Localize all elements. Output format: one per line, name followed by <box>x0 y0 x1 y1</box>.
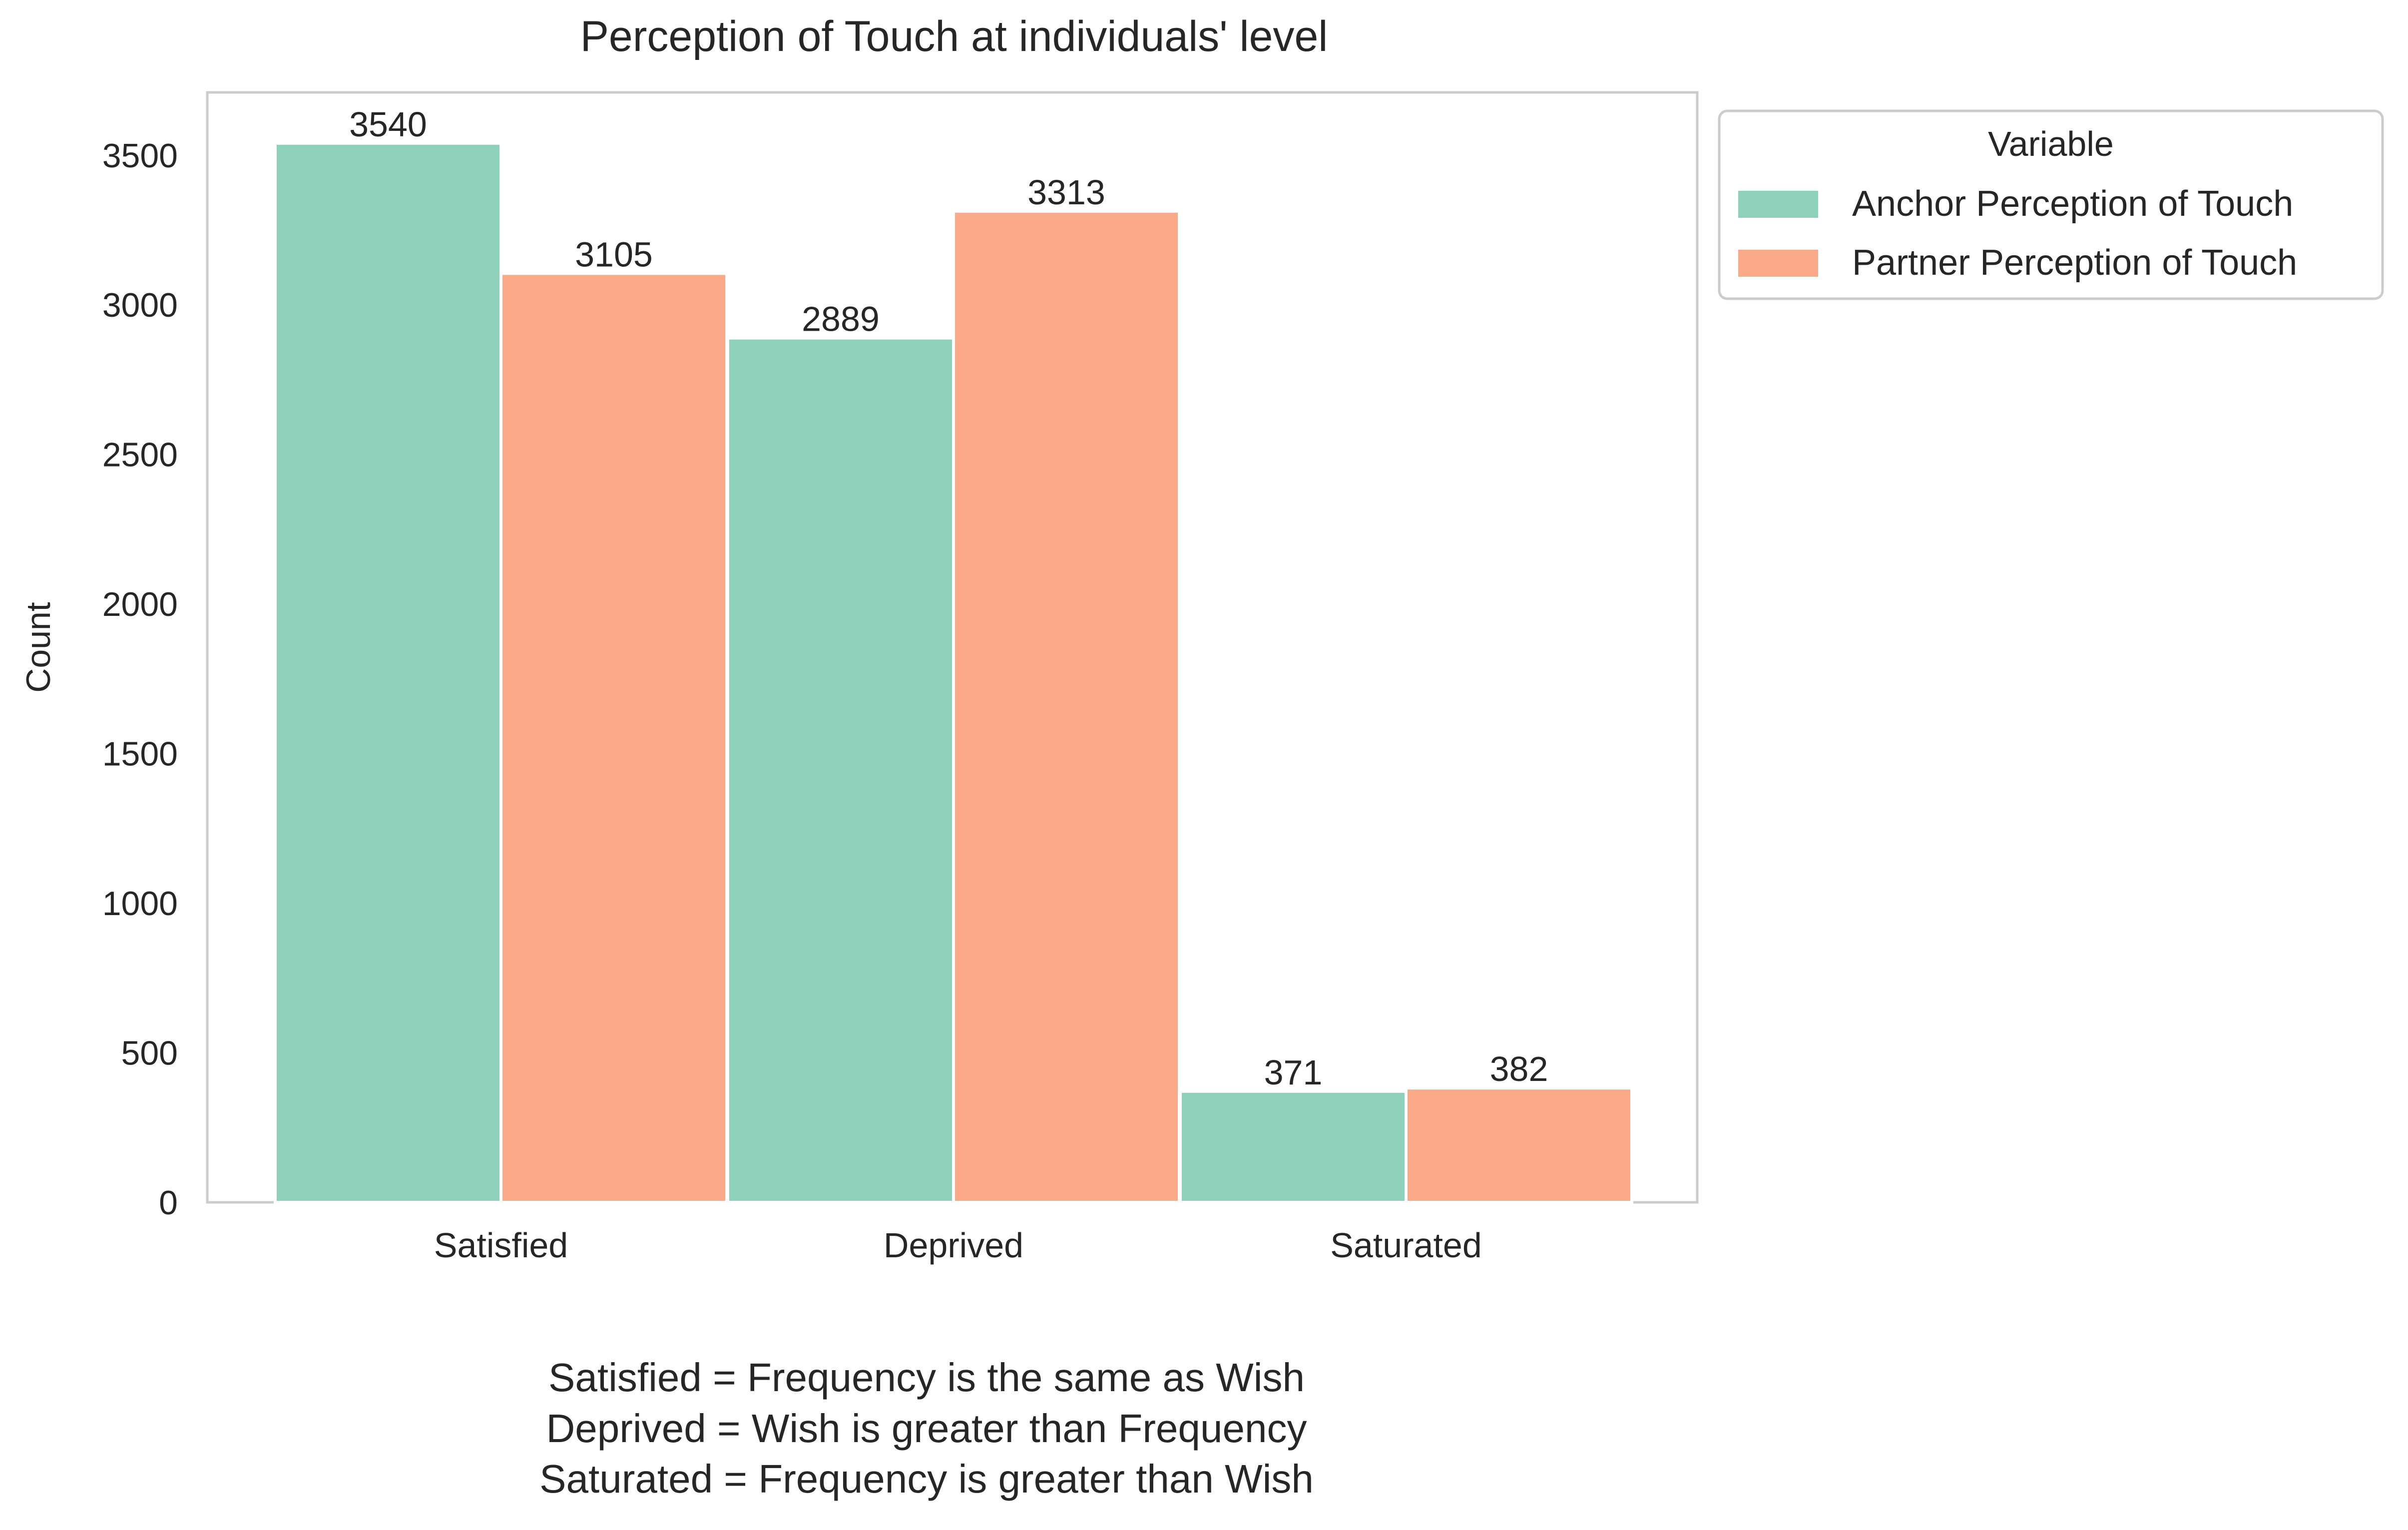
legend: Variable Anchor Perception of Touch Partn… <box>1718 109 2384 300</box>
footnote-line: Saturated = Frequency is greater than Wi… <box>539 1457 1314 1501</box>
plot-area: 3540 3105 2889 3313 371 382 <box>206 91 1699 1204</box>
bar <box>726 336 955 1204</box>
legend-title: Variable <box>1988 124 2114 163</box>
bar <box>499 272 728 1204</box>
y-tick-label: 1000 <box>102 885 178 923</box>
data-label: 3540 <box>349 105 427 144</box>
data-label: 3105 <box>575 235 653 274</box>
data-label: 3313 <box>1027 173 1105 212</box>
x-tick-label: Saturated <box>1330 1226 1482 1265</box>
data-label: 371 <box>1264 1053 1323 1092</box>
legend-frame <box>1718 109 2384 300</box>
x-tick-label: Deprived <box>884 1226 1023 1265</box>
y-tick-label: 2000 <box>102 585 178 623</box>
legend-swatch <box>1738 250 1818 277</box>
legend-label: Anchor Perception of Touch <box>1852 184 2293 224</box>
legend-items: Anchor Perception of Touch Partner Percep… <box>1738 184 2297 283</box>
bar <box>1179 1089 1408 1204</box>
data-labels: 3540 3105 2889 3313 371 382 <box>349 105 1548 1092</box>
footnote-line: Deprived = Wish is greater than Frequenc… <box>546 1406 1307 1451</box>
footnote-line: Satisfied = Frequency is the same as Wis… <box>548 1355 1305 1400</box>
y-tick-label: 500 <box>121 1034 178 1072</box>
legend-label: Partner Perception of Touch <box>1852 243 2297 283</box>
y-axis-label: Count <box>19 602 57 693</box>
y-tick-labels: 0 500 1000 1500 2000 2500 3000 3500 <box>102 137 178 1222</box>
data-label: 382 <box>1490 1049 1548 1088</box>
y-tick-label: 3000 <box>102 286 178 324</box>
y-tick-label: 2500 <box>102 436 178 474</box>
y-tick-label: 3500 <box>102 137 178 175</box>
legend-swatch <box>1738 191 1818 218</box>
bar <box>1405 1086 1633 1204</box>
y-tick-label: 1500 <box>102 735 178 773</box>
y-tick-label: 0 <box>159 1184 178 1222</box>
x-axis: Satisfied Deprived Saturated <box>434 1226 1482 1265</box>
footnote: Satisfied = Frequency is the same as Wis… <box>539 1355 1314 1501</box>
bar <box>274 141 502 1204</box>
x-tick-label: Satisfied <box>434 1226 568 1265</box>
data-label: 2889 <box>802 300 880 339</box>
bar <box>952 209 1181 1204</box>
bars <box>274 141 1633 1204</box>
chart-title: Perception of Touch at individuals' leve… <box>580 12 1328 60</box>
y-axis: 0 500 1000 1500 2000 2500 3000 3500 Count <box>19 137 178 1222</box>
x-tick-labels: Satisfied Deprived Saturated <box>434 1226 1482 1265</box>
